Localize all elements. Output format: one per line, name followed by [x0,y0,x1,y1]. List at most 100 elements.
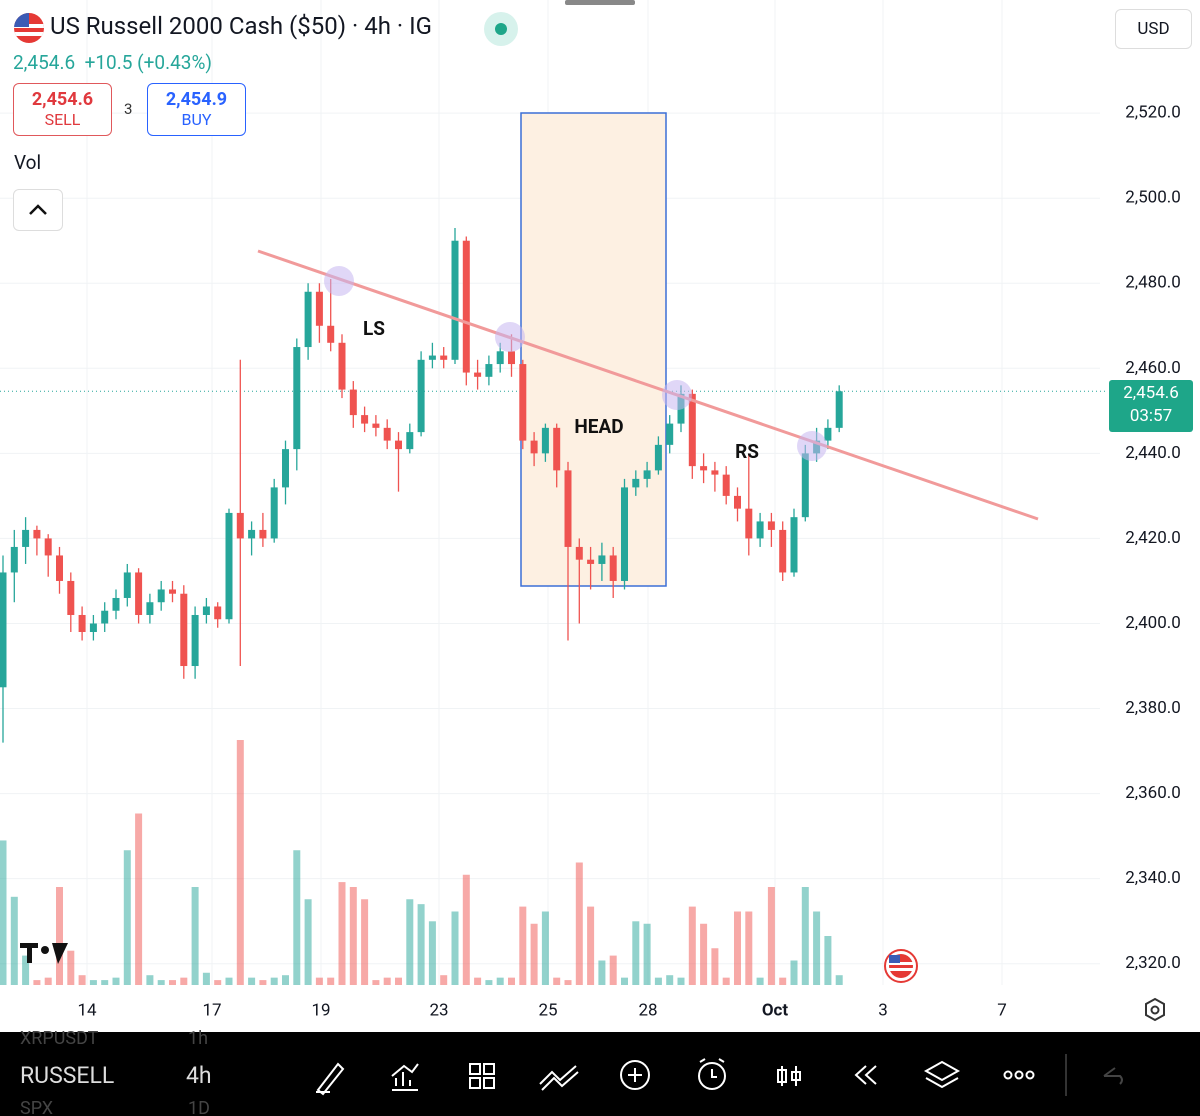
volume-bar [180,977,188,985]
candle-body [372,423,380,428]
compare[interactable] [539,1065,579,1091]
candle-body [745,508,753,539]
candle-body [315,291,323,326]
x-tick-label: 25 [538,1000,557,1020]
volume-bar [654,977,662,985]
volume-bar [632,921,640,985]
y-tick-label: 2,480.0 [1125,273,1181,293]
toolbar-icons [316,1054,1123,1096]
candle-body [654,444,662,471]
volume-bar [270,977,278,985]
more[interactable] [1003,1070,1013,1080]
volume-bar [417,904,425,985]
indicators[interactable] [391,1063,419,1091]
replay[interactable] [854,1065,877,1085]
sell-label: SELL [44,110,81,129]
add[interactable] [620,1060,650,1090]
candle-body [700,466,708,471]
symbol-flag [14,13,44,43]
volume-bar [745,911,753,985]
candle-body [338,342,346,390]
volume-bar [304,899,312,985]
volume-bar [406,899,414,985]
volume-bar [621,977,628,985]
volume-bar [123,850,131,985]
draw-tool[interactable] [316,1062,345,1096]
symbol[interactable]: RUSSELL [20,1062,115,1089]
volume-bar [56,887,63,985]
next-symbol[interactable]: SPX [20,1098,54,1116]
volume-bar [813,911,821,985]
volume-bar [282,975,289,985]
volume-bar [677,977,685,985]
buy-label: BUY [181,110,212,129]
candle-body [508,351,515,365]
last-price-label: 2,454.6 [1123,383,1179,403]
candle-body [790,517,798,573]
candle-body [440,355,448,360]
layouts[interactable] [469,1063,495,1089]
prev-symbol[interactable]: XRPUSDT [20,1028,99,1049]
y-tick-label: 2,460.0 [1125,358,1181,378]
buy-button[interactable]: 2,454.9 BUY [147,83,246,136]
undo[interactable] [1103,1067,1123,1085]
candle-body [632,478,640,488]
volume-bar [191,887,199,985]
sell-button[interactable]: 2,454.6 SELL [13,83,112,136]
volume-bar [315,977,323,985]
candle-body [824,427,832,441]
currency-button[interactable]: USD [1115,9,1192,49]
layers[interactable] [923,1060,961,1089]
touch-point [495,322,525,352]
volume-bar [722,977,730,985]
volume-bar [157,980,165,985]
candle-body [474,372,482,377]
volume-bar [169,980,176,985]
candle-body [282,449,289,488]
candle-body [157,589,165,603]
candle-body [801,453,809,518]
spread: 3 [124,100,133,118]
symbol-title[interactable]: US Russell 2000 Cash ($50) · 4h · IG [50,12,433,40]
flag-icon [884,949,918,983]
candle-body [598,555,606,564]
last-price-tag: 2,454.6 03:57 [1109,380,1193,432]
volume-bar [553,977,561,985]
candle-body [417,359,425,433]
y-tick-label: 2,440.0 [1125,443,1181,463]
candle-body [734,495,741,509]
prev-interval[interactable]: 1h [188,1028,209,1049]
volume-bar [146,975,154,985]
volume-bar [33,980,41,985]
candle-body [202,606,210,615]
volume-bar [756,977,764,985]
settings-icon[interactable] [1145,997,1165,1022]
candle-body [621,487,628,581]
volume-bar [779,977,787,985]
candle-body [485,364,493,377]
volume-bar [395,977,402,985]
candle-body [56,555,63,581]
candle-body [451,240,459,360]
volume-bar [587,906,595,985]
candle-body [564,470,572,547]
buy-price: 2,454.9 [165,89,228,110]
candle-body [33,529,41,539]
volume-bar [89,980,97,985]
candle-body [395,440,402,450]
x-tick-label: 28 [638,1000,657,1020]
candle-body [248,529,256,539]
alert[interactable] [698,1062,726,1090]
volume-bar [519,906,527,985]
y-tick-label: 2,320.0 [1125,953,1181,973]
chart-type[interactable] [777,1066,801,1086]
market-status[interactable] [484,12,518,46]
volume-bar [643,923,651,985]
candle-body [112,597,120,611]
candle-body [349,389,357,416]
candle-body [327,325,335,343]
next-interval[interactable]: 1D [188,1098,210,1116]
neckline [257,249,1039,521]
interval[interactable]: 4h [186,1062,212,1089]
collapse-button[interactable] [13,189,63,231]
